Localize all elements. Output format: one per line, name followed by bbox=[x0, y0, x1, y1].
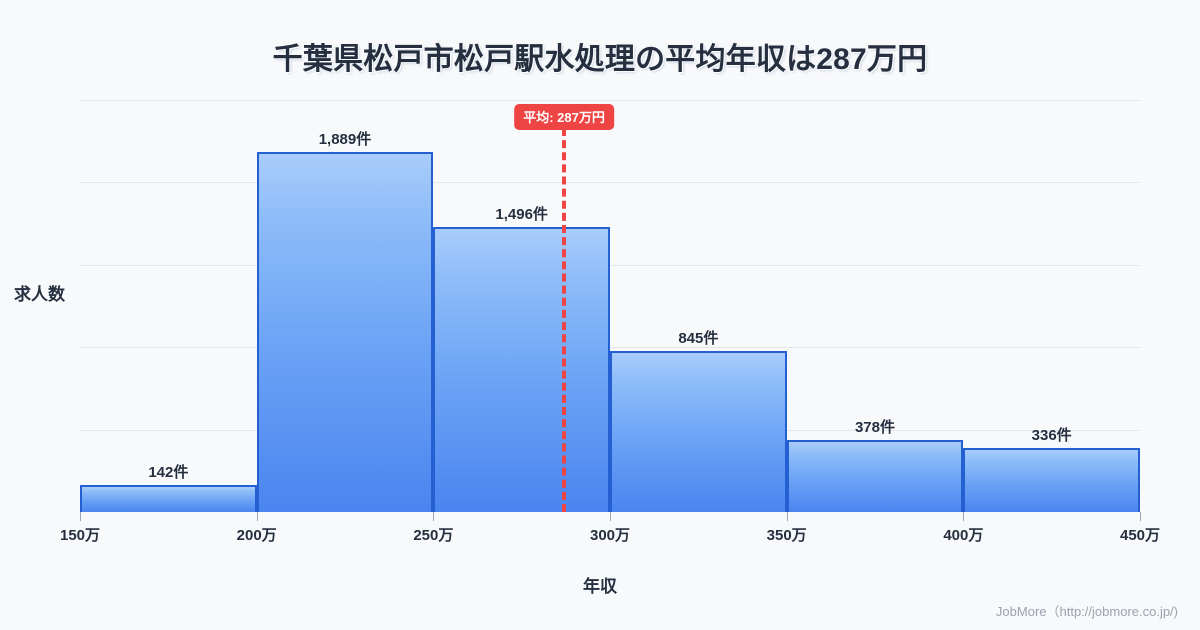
gridline bbox=[80, 100, 1140, 101]
x-axis-tick-mark bbox=[963, 512, 965, 521]
x-axis-tick-label: 200万 bbox=[236, 527, 277, 544]
average-badge: 平均: 287万円 bbox=[514, 104, 614, 130]
x-axis-tick-mark bbox=[433, 512, 435, 521]
bar[interactable] bbox=[80, 484, 257, 512]
x-axis-tick-mark bbox=[1140, 512, 1141, 521]
x-axis-tick-label: 450万 bbox=[1119, 527, 1161, 544]
gridline bbox=[80, 264, 1140, 266]
bar-value-label: 1,496件 bbox=[495, 205, 548, 223]
bar-value-label: 142件 bbox=[148, 463, 189, 481]
bar[interactable] bbox=[610, 350, 787, 512]
x-axis-tick-mark bbox=[256, 512, 258, 521]
bar[interactable] bbox=[786, 439, 964, 512]
gridline bbox=[80, 347, 1140, 349]
x-axis-title: 年収 bbox=[583, 577, 617, 596]
x-axis-tick-label: 350万 bbox=[766, 527, 807, 544]
x-axis-tick-mark bbox=[610, 512, 611, 521]
x-axis-tick-mark bbox=[80, 512, 81, 521]
x-axis-tick-label: 250万 bbox=[413, 527, 454, 544]
page-title: 千葉県松戸市松戸駅水処理の平均年収は287万円 bbox=[272, 43, 928, 76]
bar-value-label: 336件 bbox=[1031, 426, 1072, 444]
bar[interactable] bbox=[963, 447, 1140, 512]
x-axis-tick-label: 150万 bbox=[59, 527, 101, 544]
gridline bbox=[80, 182, 1140, 184]
footer-watermark: JobMore（http://jobmore.co.jp/) bbox=[995, 604, 1178, 619]
y-axis-title: 求人数 bbox=[14, 285, 65, 304]
plot-area: 142件 1,889件 1,496件 845件 378件 336件 平均: 287万円 bbox=[80, 100, 1140, 512]
bar[interactable] bbox=[256, 151, 434, 512]
bar-value-label: 845件 bbox=[678, 329, 719, 347]
x-axis-tick-label: 400万 bbox=[943, 527, 984, 544]
bar-value-label: 378件 bbox=[854, 418, 895, 436]
x-axis-tick-label: 300万 bbox=[589, 527, 631, 544]
x-axis-tick-mark bbox=[786, 512, 788, 521]
average-line bbox=[562, 128, 567, 512]
bar[interactable] bbox=[433, 226, 610, 512]
bar-value-label: 1,889件 bbox=[318, 130, 372, 148]
